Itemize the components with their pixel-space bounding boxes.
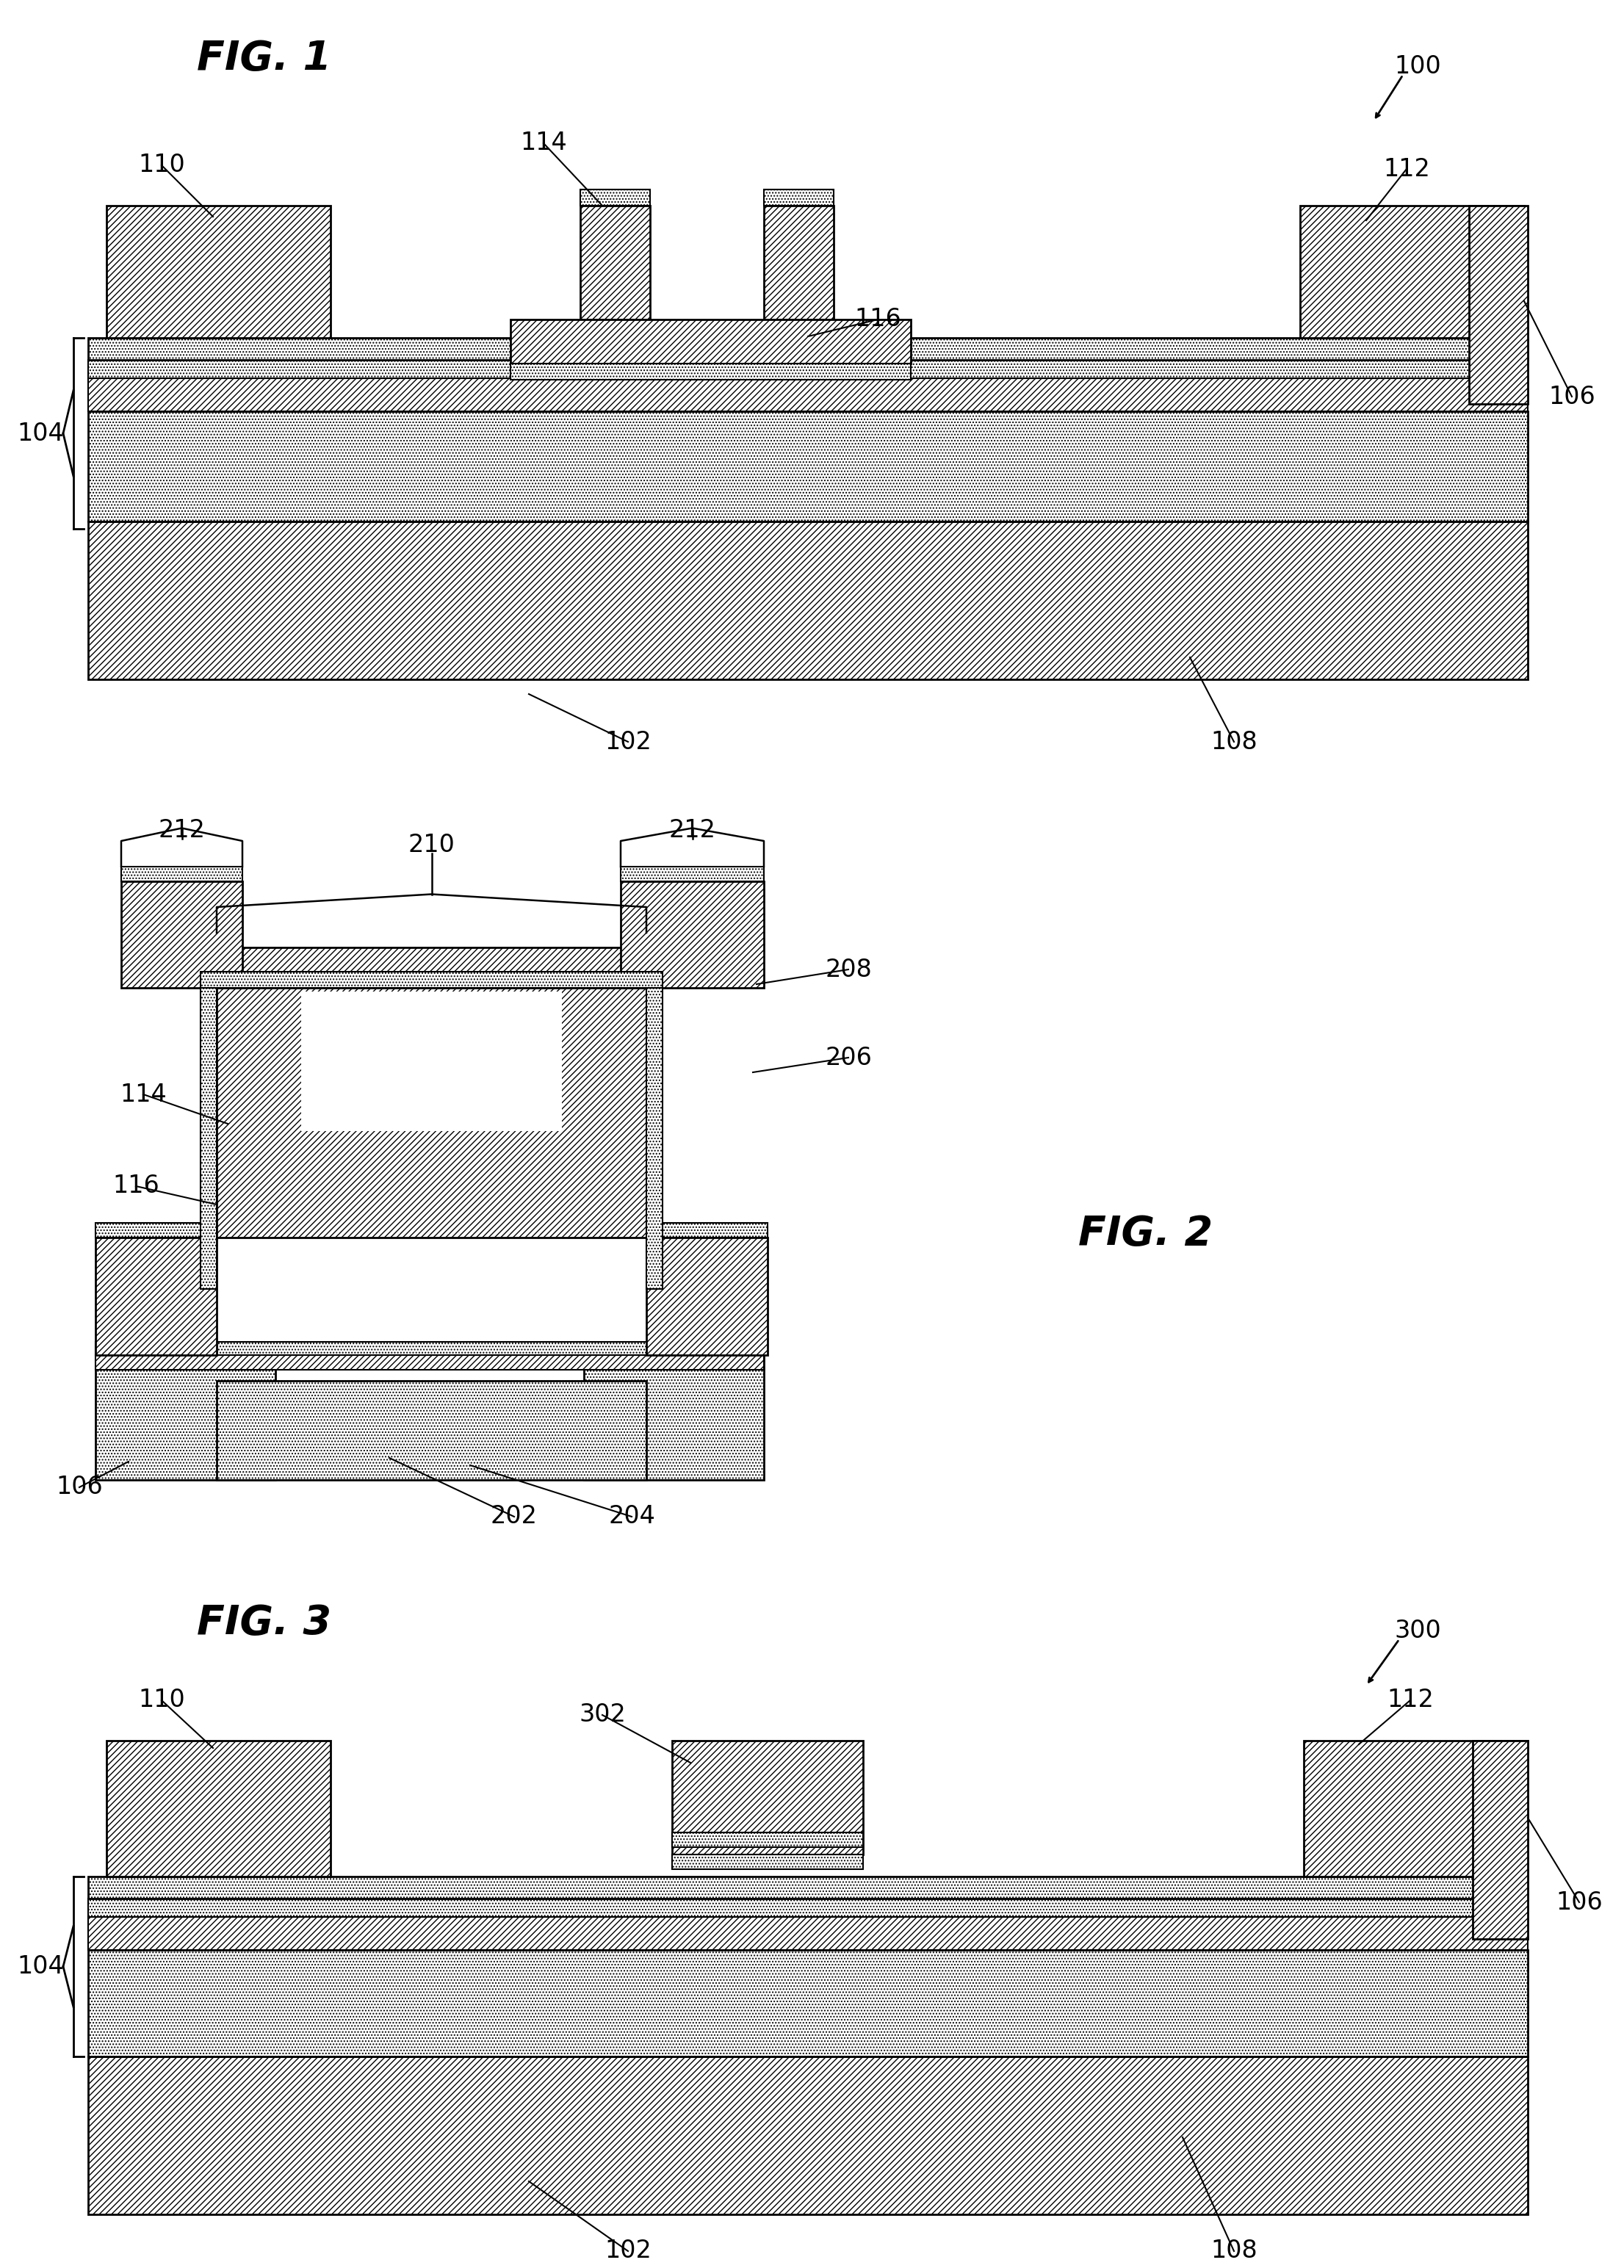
Bar [88,379,1528,411]
Bar [107,1740,331,1876]
Text: 210: 210 [408,832,455,857]
Text: 106: 106 [1548,386,1595,408]
Text: 300: 300 [1393,1619,1440,1642]
Bar [122,866,242,882]
Bar [200,971,663,989]
Bar [96,1238,216,1354]
Bar [620,882,763,989]
Bar [216,948,646,971]
Text: 112: 112 [1387,1687,1434,1712]
Text: 106: 106 [1556,1889,1603,1914]
Text: 212: 212 [158,819,205,841]
Bar [300,991,562,1132]
Bar [88,361,1528,379]
Text: 100: 100 [1393,54,1440,77]
Bar [96,1222,216,1238]
Bar [216,989,646,1238]
Text: 212: 212 [669,819,716,841]
Bar [88,1876,1528,1898]
Text: 114: 114 [520,132,567,154]
Text: 110: 110 [138,1687,185,1712]
Bar [88,2057,1528,2214]
Text: 116: 116 [112,1175,159,1198]
Bar [620,866,763,882]
Bar [88,1950,1528,2057]
Text: 102: 102 [604,730,651,753]
Bar [510,320,911,363]
Bar [107,206,331,338]
Bar [646,1238,768,1354]
Bar [672,1855,862,1869]
Bar [1473,1740,1528,1939]
Text: 206: 206 [825,1046,872,1070]
Bar [585,1352,763,1481]
Bar [763,191,833,206]
Text: 110: 110 [138,154,185,177]
Bar [580,206,650,320]
Bar [672,1740,862,1855]
Bar [216,1381,646,1481]
Bar [646,1222,768,1238]
Bar [1470,206,1528,404]
Text: 202: 202 [490,1504,538,1529]
Bar [1301,206,1523,338]
Text: FIG. 1: FIG. 1 [197,39,331,79]
Bar [580,191,650,206]
Bar [672,1833,862,1846]
Text: 112: 112 [1384,156,1431,181]
Text: FIG. 3: FIG. 3 [197,1603,331,1642]
Bar [88,338,1528,361]
Bar [96,1354,763,1370]
Text: 108: 108 [1210,730,1257,753]
Text: FIG. 2: FIG. 2 [1078,1213,1213,1254]
Text: 114: 114 [120,1082,167,1107]
Text: 104: 104 [16,422,63,445]
Bar [88,411,1528,522]
Bar [88,1898,1528,1916]
Bar [510,363,911,379]
Bar [96,1352,276,1481]
Text: 302: 302 [578,1703,625,1726]
Text: 116: 116 [854,308,901,331]
Bar [96,1343,763,1354]
Bar [646,989,663,1288]
Bar [1304,1740,1528,1876]
Text: 102: 102 [604,2239,651,2263]
Text: 208: 208 [825,957,872,982]
Bar [122,882,242,989]
Text: 104: 104 [16,1955,63,1978]
Bar [88,522,1528,680]
Bar [200,989,216,1288]
Text: 108: 108 [1210,2239,1257,2263]
Text: 106: 106 [55,1474,102,1499]
Text: 204: 204 [609,1504,654,1529]
Bar [88,1916,1528,1950]
Bar [763,206,833,320]
